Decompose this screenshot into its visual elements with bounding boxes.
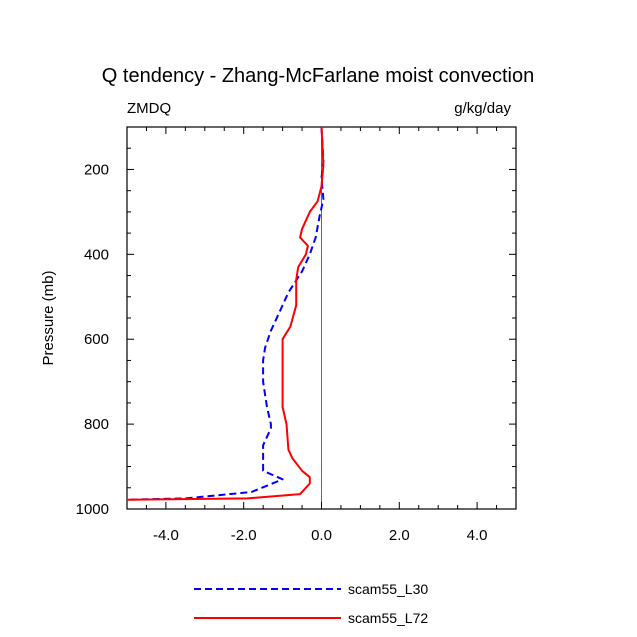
x-tick-label: -2.0 (231, 527, 257, 544)
x-tick-label: 2.0 (389, 527, 410, 544)
series-lines (126, 126, 325, 501)
y-axis-label: Pressure (mb) (40, 270, 57, 365)
x-tick-label: -4.0 (153, 527, 179, 544)
right-corner-label: g/kg/day (454, 100, 511, 117)
legend-label-scam55_L72: scam55_L72 (348, 610, 428, 626)
series-line-scam55_L72 (126, 126, 325, 501)
y-tick-label: 1000 (76, 501, 109, 518)
legend-label-scam55_L30: scam55_L30 (348, 581, 428, 597)
left-corner-label: ZMDQ (127, 100, 171, 117)
legend: scam55_L30 scam55_L72 (194, 581, 428, 626)
axis-ticks: -4.0 -2.0 0.0 2.0 4.0 200 400 600 800 1000 (76, 126, 517, 544)
y-tick-label: 400 (84, 246, 109, 263)
y-tick-label: 200 (84, 161, 109, 178)
x-tick-label: 0.0 (311, 527, 332, 544)
y-tick-label: 600 (84, 331, 109, 348)
y-tick-label: 800 (84, 416, 109, 433)
x-tick-label: 4.0 (467, 527, 488, 544)
chart-title: Q tendency - Zhang-McFarlane moist conve… (102, 65, 534, 87)
